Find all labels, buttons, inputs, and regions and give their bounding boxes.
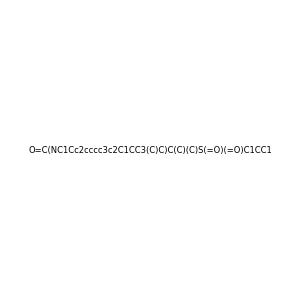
Text: O=C(NC1Cc2cccc3c2C1CC3(C)C)C(C)(C)S(=O)(=O)C1CC1: O=C(NC1Cc2cccc3c2C1CC3(C)C)C(C)(C)S(=O)(…	[28, 146, 272, 154]
